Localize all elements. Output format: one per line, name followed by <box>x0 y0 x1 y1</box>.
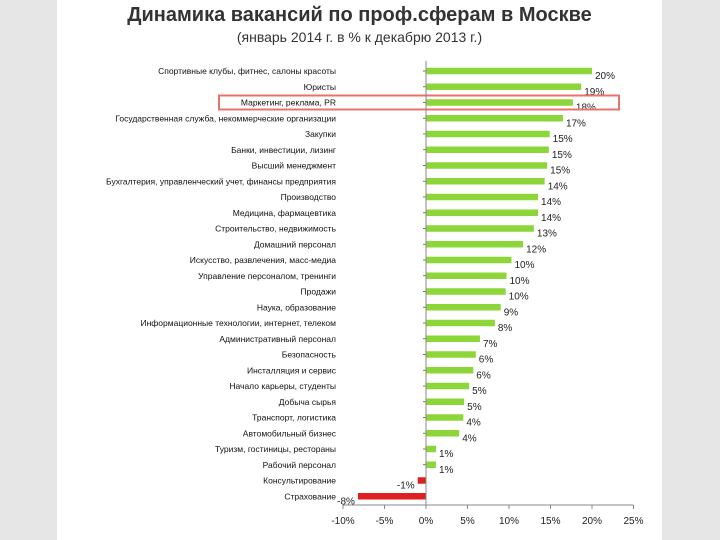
tick-label: 15% <box>540 516 560 527</box>
value-label: 6% <box>476 370 491 381</box>
category-label: Маркетинг, реклама, PR <box>241 98 336 108</box>
value-label: 4% <box>466 418 481 429</box>
value-label: 5% <box>472 386 487 397</box>
value-label: 9% <box>504 307 519 318</box>
bar <box>426 430 460 437</box>
category-label: Инсталляция и сервис <box>247 365 337 375</box>
tick-label: 25% <box>623 516 643 527</box>
value-label: 13% <box>537 229 557 240</box>
category-label: Домашний персонал <box>254 239 336 249</box>
tick-label: 0% <box>419 516 434 527</box>
bar <box>426 225 534 232</box>
category-label: Государственная служба, некоммерческие о… <box>115 113 336 123</box>
bar <box>426 146 549 153</box>
value-label: 15% <box>550 166 570 177</box>
bar <box>426 335 480 342</box>
bar <box>426 99 573 106</box>
bar <box>426 193 539 201</box>
value-label: 4% <box>462 433 477 444</box>
category-label: Юристы <box>304 82 336 92</box>
bar <box>426 256 512 264</box>
category-label: Страхование <box>284 491 336 501</box>
value-label: -8% <box>337 496 355 507</box>
bar-group: Спортивные клубы, фитнес, салоны красоты… <box>106 66 620 507</box>
chart-title: Динамика вакансий по проф.сферам в Москв… <box>127 4 592 26</box>
category-label: Начало карьеры, студенты <box>229 381 336 391</box>
bar <box>426 83 582 90</box>
bar <box>426 367 474 374</box>
value-label: 1% <box>439 449 454 460</box>
tick-label: 20% <box>582 516 602 527</box>
axis-group: -10% -5% 0% 5% 10% 15% 20% 25% <box>331 61 644 527</box>
value-label: 15% <box>552 150 572 161</box>
bar <box>426 414 464 421</box>
category-label: Высший менеджмент <box>252 161 336 171</box>
category-label: Искусство, развлечения, масс-медиа <box>190 255 336 265</box>
value-label: 6% <box>479 355 494 366</box>
bar <box>426 241 524 248</box>
bar <box>426 178 545 185</box>
bar <box>426 162 548 169</box>
value-label: 14% <box>548 181 568 192</box>
category-label: Строительство, недвижимость <box>215 224 336 234</box>
category-label: Добыча сырья <box>279 397 337 407</box>
bar <box>426 67 592 75</box>
value-label: 7% <box>483 339 498 350</box>
category-label: Закупки <box>305 129 336 139</box>
category-label: Бухгалтерия, управленческий учет, финанс… <box>106 176 336 186</box>
category-label: Спортивные клубы, фитнес, салоны красоты <box>158 66 336 76</box>
tick-label: -10% <box>331 516 354 527</box>
value-label: 10% <box>510 276 530 287</box>
value-label: -1% <box>397 481 415 492</box>
highlight-frame <box>218 94 620 111</box>
value-label: 1% <box>439 465 454 476</box>
chart-subtitle: (январь 2014 г. в % к декабрю 2013 г.) <box>236 29 483 45</box>
bar <box>426 445 436 453</box>
value-label: 14% <box>541 197 561 208</box>
bar <box>426 382 470 390</box>
bar <box>426 130 550 138</box>
bar <box>426 461 436 468</box>
category-label: Наука, образование <box>257 302 336 312</box>
value-label: 5% <box>467 402 482 413</box>
category-label: Автомобильный бизнес <box>243 428 337 438</box>
category-label: Банки, инвестиции, лизинг <box>231 145 336 155</box>
category-label: Безопасность <box>282 350 337 360</box>
tick-label: -5% <box>376 516 394 527</box>
value-label: 10% <box>514 260 534 271</box>
category-label: Рабочий персонал <box>263 460 336 470</box>
bar <box>417 477 426 484</box>
bar <box>426 272 507 279</box>
tick-label: 10% <box>499 516 519 527</box>
value-label: 12% <box>526 244 546 255</box>
category-label: Продажи <box>301 287 337 297</box>
category-label: Управление персоналом, тренинги <box>198 271 336 281</box>
bar <box>426 398 465 405</box>
category-label: Информационные технологии, интернет, тел… <box>141 318 337 328</box>
category-label: Медицина, фармацевтика <box>233 208 337 218</box>
bar <box>426 304 501 311</box>
value-label: 15% <box>553 134 573 145</box>
bar <box>426 351 476 358</box>
category-label: Транспорт, логистика <box>252 413 336 423</box>
bar <box>357 493 426 500</box>
value-label: 10% <box>509 292 529 303</box>
bar <box>426 209 539 216</box>
value-label: 18% <box>576 103 596 114</box>
category-label: Административный персонал <box>219 334 336 344</box>
bar <box>426 319 495 327</box>
category-label: Туризм, гостиницы, рестораны <box>215 444 336 454</box>
value-label: 8% <box>498 323 513 334</box>
value-label: 19% <box>584 87 604 98</box>
value-label: 20% <box>595 71 615 82</box>
category-label: Производство <box>281 192 337 202</box>
tick-label: 5% <box>460 516 475 527</box>
value-label: 17% <box>566 118 586 129</box>
category-label: Консультирование <box>263 476 336 486</box>
bar <box>426 115 563 122</box>
bar <box>426 288 506 295</box>
value-label: 14% <box>541 213 561 224</box>
